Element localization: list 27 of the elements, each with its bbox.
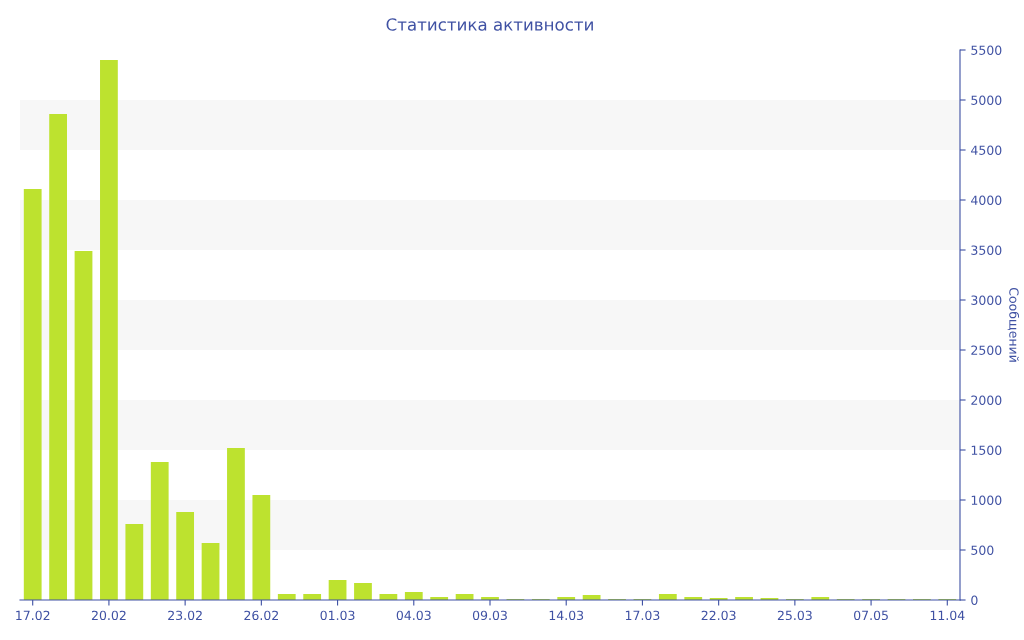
x-tick-label: 07.05 (854, 610, 888, 621)
x-tick-label: 14.03 (549, 610, 584, 621)
x-tick-label: 20.02 (91, 610, 126, 621)
x-tick-label: 11.04 (930, 610, 965, 621)
chart-title: Статистика активности (386, 18, 593, 31)
y2-tick-label: 500 (971, 545, 994, 555)
x-tick-label: 17.02 (16, 610, 50, 621)
x-tick-label: 04.03 (396, 610, 431, 621)
y2-tick-label: 5500 (971, 45, 1002, 55)
y2-tick-label: 4000 (971, 195, 1002, 205)
x-tick-label: 23.02 (168, 610, 202, 621)
x-tick-label: 09.03 (472, 610, 507, 621)
y2-tick-label: 3000 (971, 295, 1002, 305)
y2-tick-label: 4500 (971, 145, 1002, 155)
y2-axis-title: Сообщений (1007, 287, 1020, 362)
x-tick-label: 01.03 (320, 610, 355, 621)
y2-tick-label: 5000 (971, 95, 1002, 105)
y2-tick-label: 1500 (971, 445, 1002, 455)
y2-tick-label: 0 (971, 595, 978, 605)
x-tick-label: 22.03 (701, 610, 736, 621)
y2-tick-label: 2000 (971, 395, 1002, 405)
y2-tick-label: 1000 (971, 495, 1002, 505)
y2-tick-label: 3500 (971, 245, 1002, 255)
x-tick-label: 17.03 (625, 610, 660, 621)
y2-tick-label: 2500 (971, 345, 1002, 355)
x-tick-label: 26.02 (244, 610, 278, 621)
x-tick-label: 25.03 (777, 610, 812, 621)
